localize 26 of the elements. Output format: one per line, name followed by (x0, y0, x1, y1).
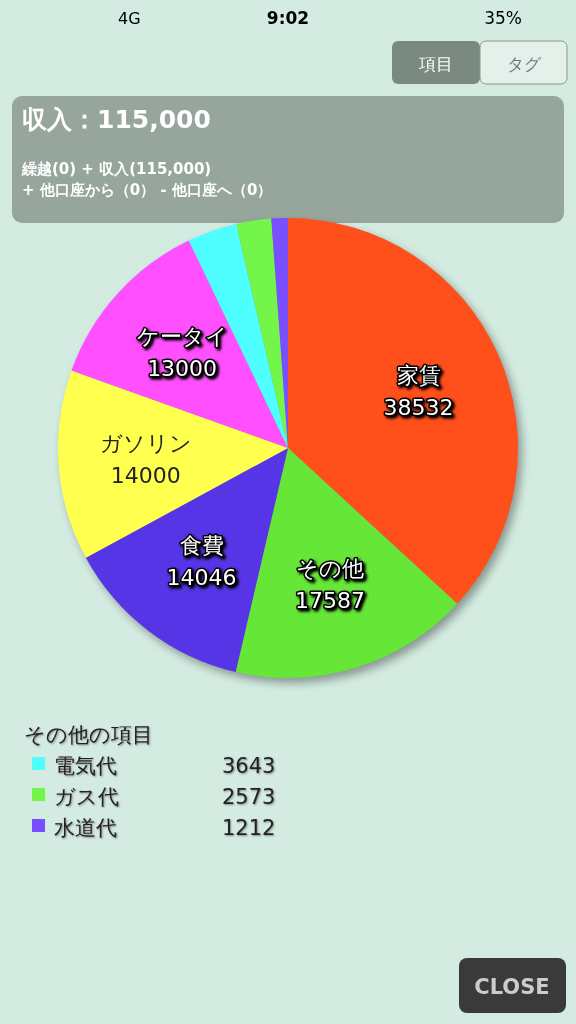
slice-label: 食費 (179, 533, 224, 559)
text: 35% (484, 8, 522, 28)
chart-subtitle: 繰越(0) + 収入(115,000) + 他口座から（0） - 他口座へ（0） (21, 160, 273, 199)
text: タグ (507, 54, 542, 74)
slice-label: 家賃 (396, 362, 441, 388)
slice-label: その他 (295, 556, 364, 582)
data-label: 2573 (222, 785, 276, 809)
text: 9:02 (266, 8, 310, 28)
slice-label: ケータイ (136, 324, 228, 350)
legend-label: 水道代 (54, 816, 117, 840)
text: 項目 (418, 54, 453, 74)
legend-label: 電気代 (54, 754, 117, 778)
data-label: 14000 (110, 462, 181, 488)
text: CLOSE (474, 975, 550, 999)
data-label: 13000 (147, 356, 218, 382)
data-label: 1212 (222, 816, 276, 840)
pie-slice (236, 218, 288, 448)
data-label: 38532 (383, 394, 454, 420)
text: 4G (118, 9, 141, 28)
data-label: 14046 (166, 565, 237, 591)
chart-title: 収入：115,000 (22, 105, 211, 134)
legend-title: その他の項目 (24, 723, 153, 747)
data-label: 17587 (294, 588, 365, 614)
data-label: 3643 (222, 754, 276, 778)
slice-label: ガソリン (99, 430, 192, 456)
legend-label: ガス代 (54, 785, 119, 809)
